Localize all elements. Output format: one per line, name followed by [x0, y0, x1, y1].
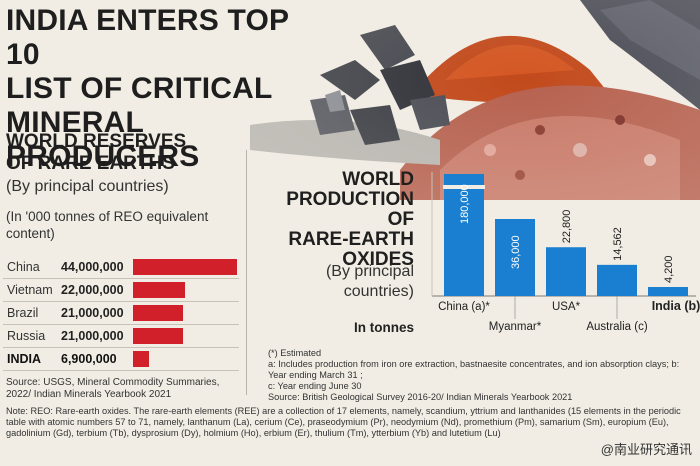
reserves-row: China 44,000,000: [3, 256, 239, 279]
reserves-bar: [133, 259, 237, 275]
production-category-label: Australia (c): [586, 321, 648, 333]
reserves-bar: [133, 351, 150, 367]
production-notes: (*) Estimated a: Includes production fro…: [268, 348, 693, 403]
production-value-label: 4,200: [663, 255, 675, 283]
ree-footnote: Note: REO: Rare-earth oxides. The rare-e…: [6, 406, 681, 438]
production-category-label: Myanmar*: [489, 321, 542, 333]
reserves-unit-note: (In '000 tonnes of REO equivalent conten…: [6, 209, 209, 241]
production-subtitle-line-2: countries): [343, 283, 414, 300]
reserves-title-line-2: OF RARE EARTHS: [6, 153, 175, 174]
production-category-label: India (b): [652, 299, 700, 313]
reserves-title-line-1: WORLD RESERVES: [6, 131, 187, 152]
production-bar: [597, 264, 637, 296]
production-note-c: c: Year ending June 30: [268, 381, 362, 391]
headline: INDIA ENTERS TOP 10 LIST OF CRITICAL MIN…: [6, 4, 306, 174]
production-value-label: 14,562: [612, 227, 624, 261]
reserves-row: Russia 21,000,000: [3, 325, 239, 348]
reserves-title: WORLD RESERVES OF RARE EARTHS: [6, 131, 186, 175]
production-note-a-b: a: Includes production from iron ore ext…: [268, 359, 680, 380]
reserves-country-label: Brazil: [7, 306, 39, 320]
reserves-source: Source: USGS, Mineral Commodity Summarie…: [6, 377, 220, 400]
watermark: @南业研究通讯: [600, 442, 692, 457]
production-subtitle: (By principal countries): [262, 262, 414, 302]
production-title-line-4: OXIDES: [342, 249, 414, 270]
reserves-row: Vietnam 22,000,000: [3, 279, 239, 302]
production-value-label: 36,000: [510, 235, 522, 269]
reserves-country-label: INDIA: [7, 352, 42, 366]
reserves-row: Brazil 21,000,000: [3, 302, 239, 325]
production-title-line-2: PRODUCTION OF: [286, 189, 414, 230]
production-title-line-1: WORLD: [342, 169, 414, 190]
reserves-bar: [133, 328, 183, 344]
production-bar: [546, 247, 586, 296]
reserves-value-label: 22,000,000: [61, 283, 124, 297]
reserves-bar: [133, 282, 185, 298]
production-bar: [648, 287, 688, 296]
production-category-label: China (a)*: [438, 301, 490, 313]
production-subtitle-line-1: (By principal: [325, 263, 414, 280]
production-chart-svg: 180,000 China (a)* 36,000 Myanmar* 22,800 USA…: [431, 172, 700, 333]
reserves-value-label: 44,000,000: [61, 260, 124, 274]
production-note-estimated: (*) Estimated: [268, 348, 322, 358]
mineral-photo: [250, 0, 700, 200]
production-value-label: 22,800: [561, 210, 573, 244]
reserves-bar-chart: China 44,000,000 Vietnam 22,000,000 Brazil 21…: [3, 256, 239, 371]
production-source: Source: British Geological Survey 2016-2…: [268, 392, 573, 402]
production-bar-chart: 180,000 China (a)* 36,000 Myanmar* 22,800 USA…: [428, 172, 700, 342]
reserves-bar: [133, 305, 183, 321]
production-bar: [495, 219, 535, 296]
reserves-country-label: China: [7, 260, 40, 274]
reserves-country-label: Vietnam: [7, 283, 53, 297]
section-divider: [246, 150, 247, 395]
reserves-value-label: 21,000,000: [61, 329, 124, 343]
reserves-value-label: 6,900,000: [61, 352, 117, 366]
production-unit: In tonnes: [354, 320, 414, 335]
production-bar: [444, 174, 484, 296]
reserves-subtitle: (By principal countries): [6, 178, 169, 195]
headline-line-3: MINERAL PRODUCERS: [6, 106, 200, 173]
production-value-label: 180,000: [459, 184, 471, 224]
production-title-line-3: RARE-EARTH: [288, 229, 414, 250]
reserves-row: INDIA 6,900,000: [3, 348, 239, 371]
headline-line-2: LIST OF CRITICAL: [6, 72, 273, 105]
production-title: WORLD PRODUCTION OF RARE-EARTH OXIDES: [262, 170, 414, 270]
headline-line-1: INDIA ENTERS TOP 10: [6, 4, 289, 71]
reserves-country-label: Russia: [7, 329, 46, 343]
production-axis-break: [443, 185, 485, 189]
production-category-label: USA*: [552, 301, 581, 313]
reserves-value-label: 21,000,000: [61, 306, 124, 320]
